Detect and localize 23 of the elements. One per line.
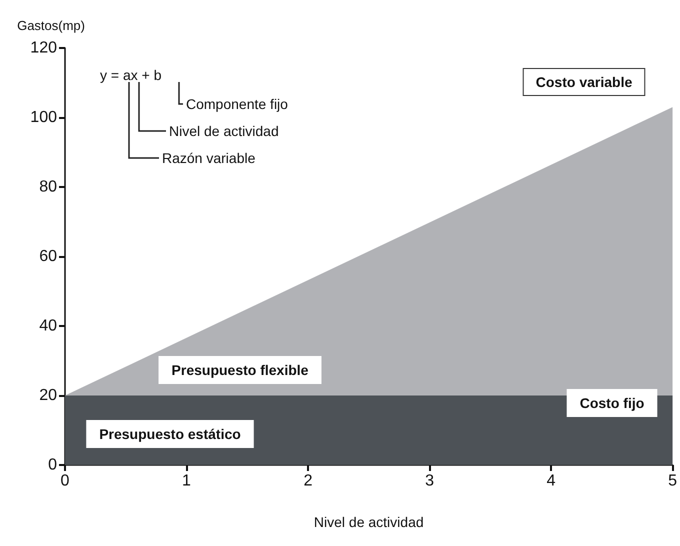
y-tick-label: 120	[30, 40, 58, 56]
annotation: y = ax + b	[100, 67, 162, 83]
y-axis-title: Gastos(mp)	[17, 18, 85, 33]
x-tick-label: 4	[546, 472, 556, 490]
y-tick-label: 60	[39, 248, 58, 265]
x-tick-label: 2	[304, 472, 313, 490]
x-tick-label: 5	[668, 472, 678, 490]
x-tick-label: 1	[182, 472, 192, 490]
y-tick-label: 80	[39, 178, 58, 196]
x-tick-label: 3	[425, 472, 434, 490]
annotation: Componente fijo	[186, 96, 288, 112]
annotation: Nivel de actividad	[169, 123, 279, 139]
y-tick-label: 40	[39, 318, 58, 334]
annotation: Costo variable	[536, 74, 632, 90]
x-axis-title: Nivel de actividad	[314, 514, 424, 530]
x-tick-label: 0	[60, 472, 70, 490]
annotation: Costo fijo	[580, 395, 644, 411]
y-tick-label: 0	[48, 456, 58, 474]
y-tick-label: 100	[30, 109, 58, 126]
annotation: Razón variable	[162, 150, 256, 166]
y-tick-label: 20	[39, 387, 58, 404]
annotation: Presupuesto flexible	[172, 362, 309, 378]
annotation: Presupuesto estático	[99, 426, 241, 442]
